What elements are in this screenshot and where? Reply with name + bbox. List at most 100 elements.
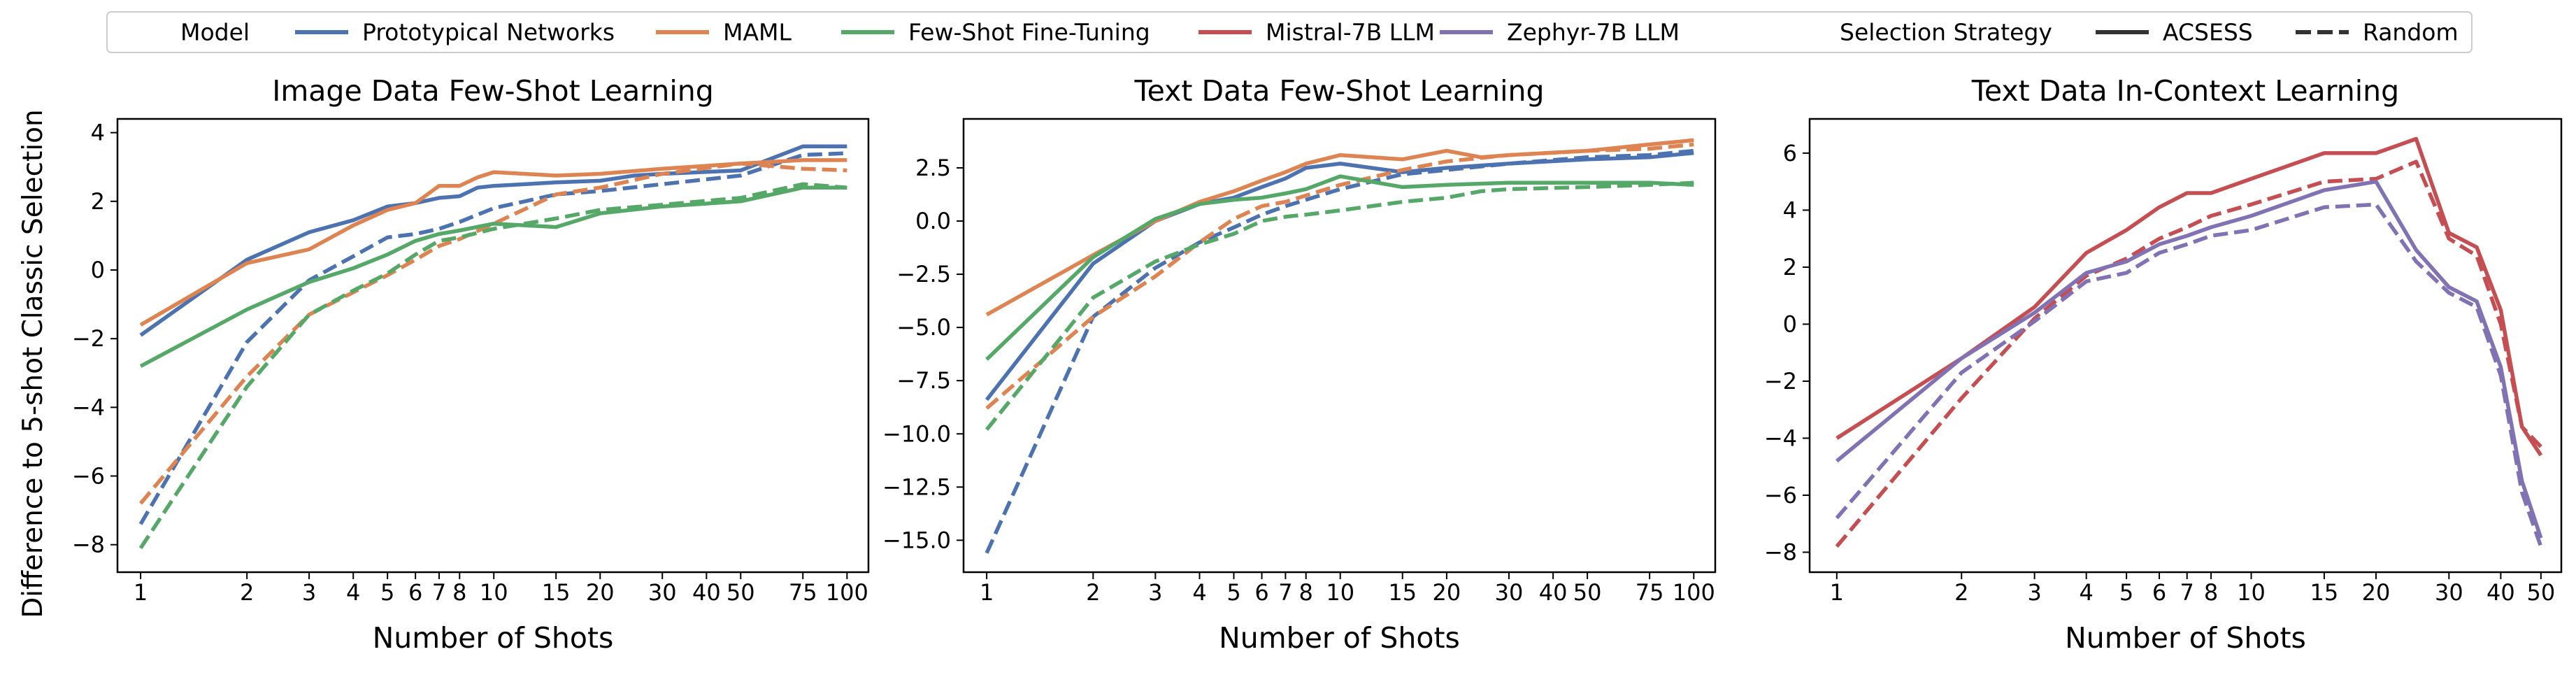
series-group [138, 144, 847, 550]
x-tick-label: 5 [2119, 579, 2133, 606]
x-tick-label: 4 [346, 579, 360, 606]
y-tick-label: 2 [1783, 254, 1797, 280]
legend-label: Mistral-7B LLM [1266, 19, 1435, 46]
chart-title: Text Data In-Context Learning [1971, 74, 2399, 108]
x-tick-label: 40 [1539, 579, 1568, 606]
y-tick-label: −8 [1764, 539, 1797, 565]
x-tick-label: 7 [1278, 579, 1292, 606]
x-tick-label: 40 [692, 579, 721, 606]
x-tick-label: 15 [1388, 579, 1417, 606]
chart-panel-2: 1 2 3 4 5 6 7 8 10 15 20 30 40 50 75 100 −15.0 −12.5 −10.0… [882, 74, 1717, 655]
legend-label: MAML [723, 19, 792, 46]
legend-label: Few-Shot Fine-Tuning [908, 19, 1150, 46]
y-tick-label: 2 [91, 188, 105, 215]
x-tick-label: 2 [1086, 579, 1100, 606]
x-tick-label: 1 [980, 579, 994, 606]
x-tick-label: 2 [1954, 579, 1968, 606]
y-tick-label: −2 [72, 325, 105, 352]
x-tick-label: 3 [1148, 579, 1162, 606]
x-tick-label: 4 [1192, 579, 1206, 606]
x-tick-label: 20 [586, 579, 615, 606]
zephyr-7b-llm-random-line [1835, 202, 2543, 548]
x-tick-label: 50 [727, 579, 755, 606]
y-tick-label: −7.5 [896, 367, 951, 394]
legend-label: Zephyr-7B LLM [1507, 19, 1680, 46]
legend-header-model: Model [180, 19, 250, 46]
maml-random-line [138, 162, 847, 505]
x-tick-label: 100 [1673, 579, 1715, 606]
prototypical-networks-acsess-line [139, 144, 847, 337]
mistral-7b-llm-acsess-line [1836, 136, 2543, 457]
y-tick-label: −10.0 [882, 420, 951, 447]
y-tick-label: −5.0 [896, 314, 951, 341]
x-tick-label: 10 [480, 579, 508, 606]
maml-acsess-line [139, 158, 847, 327]
chart-panel-1: 1 2 3 4 5 6 7 8 10 15 20 30 40 50 75 100−8−6−4−2024Imag… [72, 74, 870, 655]
legend-frame [106, 11, 2473, 53]
plot-frame [1808, 118, 2563, 574]
legend-label: ACSESS [2163, 19, 2253, 46]
x-tick-label: 40 [2486, 579, 2515, 606]
y-tick-label: 4 [91, 120, 105, 146]
legend: Model Prototypical Networks MAML Few-Shot F… [106, 11, 2473, 53]
y-tick-label: −6 [72, 463, 105, 490]
y-tick-label: 0 [91, 257, 105, 283]
x-tick-label: 8 [452, 579, 466, 606]
shared-y-axis-label: Difference to 5-shot Classic Selection [17, 109, 49, 618]
series-group [1835, 136, 2543, 548]
mistral-7b-llm-random-line [1835, 159, 2542, 548]
series-group [985, 138, 1694, 554]
y-tick-label: −6 [1764, 482, 1797, 509]
x-tick-label: 20 [2362, 579, 2391, 606]
x-tick-label: 20 [1433, 579, 1461, 606]
x-tick-label: 30 [648, 579, 677, 606]
x-tick-label: 8 [2204, 579, 2218, 606]
y-tick-label: 0 [1783, 311, 1797, 337]
few-shot-fine-tuning-random-line [138, 182, 847, 550]
x-tick-label: 6 [408, 579, 422, 606]
x-tick-label: 30 [2435, 579, 2463, 606]
x-tick-label: 1 [1830, 579, 1844, 606]
chart-title: Text Data Few-Shot Learning [1134, 74, 1545, 108]
legend-label: Random [2363, 19, 2459, 46]
y-tick-label: −2 [1764, 368, 1797, 395]
chart-title: Image Data Few-Shot Learning [272, 74, 713, 108]
x-tick-label: 3 [302, 579, 316, 606]
y-tick-label: −12.5 [882, 474, 951, 500]
prototypical-networks-acsess-line [985, 150, 1694, 402]
y-tick-label: −2.5 [896, 261, 951, 287]
x-tick-label: 7 [432, 579, 446, 606]
x-tick-label: 4 [2079, 579, 2093, 606]
x-axis-label: Number of Shots [2065, 621, 2306, 655]
x-tick-label: 3 [2027, 579, 2041, 606]
x-tick-label: 5 [1226, 579, 1240, 606]
legend-label: Prototypical Networks [362, 19, 615, 46]
x-axis-label: Number of Shots [1219, 621, 1460, 655]
few-shot-fine-tuning-acsess-line [985, 174, 1694, 361]
y-tick-label: 6 [1783, 140, 1797, 166]
x-tick-label: 15 [2310, 579, 2339, 606]
few-shot-fine-tuning-acsess-line [139, 185, 847, 368]
x-tick-label: 6 [2152, 579, 2166, 606]
y-tick-label: −15.0 [882, 527, 951, 553]
x-tick-label: 10 [1326, 579, 1354, 606]
x-tick-label: 15 [542, 579, 571, 606]
x-tick-label: 6 [1254, 579, 1268, 606]
x-tick-label: 2 [240, 579, 254, 606]
legend-header-strategy: Selection Strategy [1840, 19, 2052, 46]
y-tick-label: −4 [1764, 425, 1797, 451]
x-tick-label: 8 [1299, 579, 1313, 606]
x-axis-label: Number of Shots [373, 621, 614, 655]
x-tick-label: 7 [2180, 579, 2194, 606]
x-tick-label: 50 [2526, 579, 2555, 606]
maml-acsess-line [985, 138, 1694, 317]
x-tick-label: 30 [1495, 579, 1524, 606]
y-tick-label: −4 [72, 394, 105, 420]
x-tick-label: 100 [826, 579, 868, 606]
x-tick-label: 50 [1573, 579, 1602, 606]
maml-random-line [985, 142, 1694, 410]
y-tick-label: 2.5 [915, 155, 951, 181]
x-tick-label: 5 [380, 579, 394, 606]
